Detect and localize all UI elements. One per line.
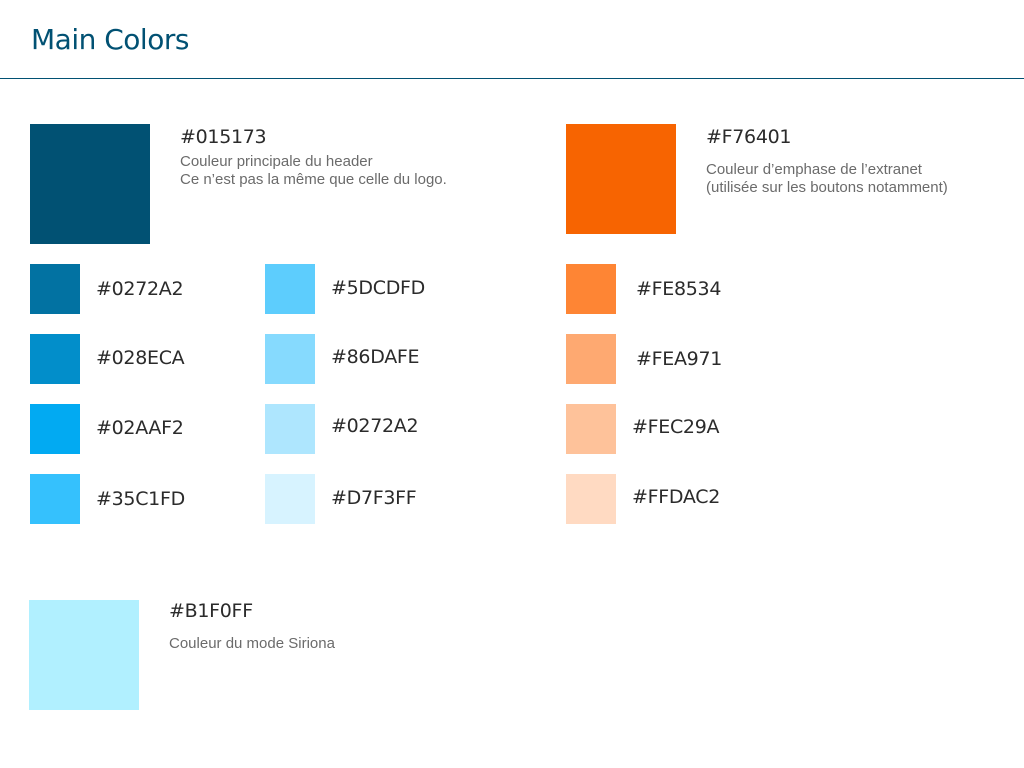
light-blue-shade-swatch [265,334,315,384]
orange-shade-hex-label: #FEA971 [636,348,723,370]
blue-shade-swatch [30,264,80,314]
sirona-hex-label: #B1F0FF [169,600,253,622]
blue-shade-swatch [30,404,80,454]
primary-description: Couleur principale du header Ce n’est pa… [180,153,447,189]
blue-shade-hex-label: #0272A2 [96,278,184,300]
primary-hex-label: #015173 [180,126,267,148]
blue-shade-hex-label: #02AAF2 [96,417,184,439]
primary-description-line: Couleur principale du header [180,153,373,170]
orange-shade-hex-label: #FE8534 [636,278,722,300]
accent-description-line: Couleur d’emphase de l’extranet [706,161,922,178]
blue-shade-swatch [30,334,80,384]
primary-description-line: Ce n’est pas la même que celle du logo. [180,171,447,188]
accent-color-swatch [566,124,676,234]
sirona-description: Couleur du mode Siriona [169,635,335,653]
sirona-description-line: Couleur du mode Siriona [169,635,335,652]
accent-hex-label: #F76401 [706,126,792,148]
blue-shade-swatch [30,474,80,524]
orange-shade-swatch [566,404,616,454]
light-blue-shade-hex-label: #86DAFE [331,346,420,368]
light-blue-shade-hex-label: #0272A2 [331,415,419,437]
accent-description-line: (utilisée sur les boutons notamment) [706,179,948,196]
blue-shade-hex-label: #35C1FD [96,488,185,510]
orange-shade-swatch [566,334,616,384]
accent-description: Couleur d’emphase de l’extranet (utilisé… [706,161,948,197]
light-blue-shade-hex-label: #D7F3FF [331,487,417,509]
light-blue-shade-hex-label: #5DCDFD [331,277,425,299]
orange-shade-hex-label: #FEC29A [632,416,720,438]
orange-shade-swatch [566,264,616,314]
light-blue-shade-swatch [265,404,315,454]
light-blue-shade-swatch [265,264,315,314]
orange-shade-hex-label: #FFDAC2 [632,486,720,508]
page-title: Main Colors [31,23,189,56]
orange-shade-swatch [566,474,616,524]
blue-shade-hex-label: #028ECA [96,347,185,369]
title-divider [0,78,1024,79]
light-blue-shade-swatch [265,474,315,524]
sirona-color-swatch [29,600,139,710]
primary-color-swatch [30,124,150,244]
